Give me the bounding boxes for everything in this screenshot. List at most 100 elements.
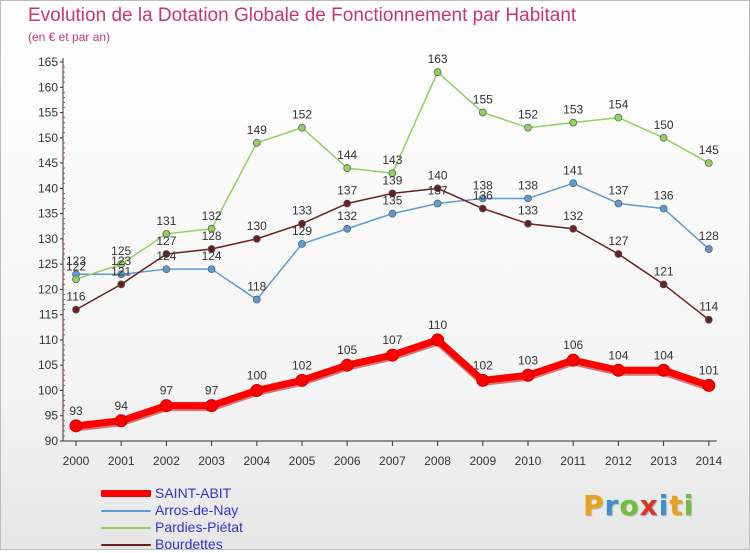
data-label: 129: [292, 224, 312, 238]
data-point: [659, 280, 668, 289]
data-point: [478, 204, 487, 213]
x-tick-label: 2005: [289, 454, 316, 468]
data-label: 123: [111, 254, 131, 268]
data-label: 130: [247, 219, 267, 233]
data-label: 124: [156, 249, 176, 263]
data-label: 131: [156, 214, 176, 228]
x-tick-label: 2002: [153, 454, 180, 468]
data-label: 143: [382, 153, 402, 167]
data-label: 152: [518, 108, 538, 122]
y-tick-label: 150: [38, 131, 58, 145]
x-tick-label: 2010: [515, 454, 542, 468]
data-point: [388, 189, 397, 198]
data-point: [614, 250, 623, 258]
data-point: [207, 265, 216, 274]
data-label: 163: [428, 52, 448, 66]
data-label: 155: [473, 93, 493, 107]
data-label: 127: [608, 234, 628, 248]
data-label: 100: [247, 368, 267, 382]
y-tick-label: 130: [38, 232, 58, 246]
x-tick-label: 2007: [379, 454, 406, 468]
data-point: [207, 245, 216, 253]
logo-letter: r: [604, 489, 620, 522]
legend-swatch: [101, 527, 151, 529]
data-point: [614, 199, 623, 208]
legend-label: Pardies-Piétat: [155, 519, 243, 535]
data-label: 139: [382, 173, 402, 187]
y-tick-label: 125: [38, 257, 58, 271]
chart-subtitle: (en € et par an): [28, 30, 111, 44]
data-point: [117, 270, 126, 279]
x-tick-label: 2013: [650, 454, 677, 468]
logo-letter: i: [658, 489, 670, 522]
data-point: [385, 348, 399, 362]
data-label: 123: [66, 254, 86, 268]
data-point: [614, 113, 623, 122]
data-label: 140: [428, 168, 448, 182]
data-point: [659, 133, 668, 142]
data-label: 145: [699, 143, 719, 157]
data-point: [343, 199, 352, 208]
data-point: [252, 295, 261, 304]
data-point: [159, 399, 173, 413]
data-label: 149: [247, 123, 267, 137]
data-point: [250, 383, 264, 397]
data-point: [704, 245, 713, 253]
data-label: 150: [654, 118, 674, 132]
legend-swatch: [101, 490, 151, 497]
data-point: [72, 275, 80, 284]
logo-letter: t: [669, 489, 684, 522]
data-point: [476, 373, 490, 387]
data-label: 136: [654, 189, 674, 203]
chart-title: Evolution de la Dotation Globale de Fonc…: [28, 5, 577, 26]
data-point: [702, 378, 716, 392]
x-tick-label: 2012: [605, 454, 632, 468]
data-point: [340, 358, 354, 372]
data-label: 127: [156, 234, 176, 248]
logo-letter: x: [639, 489, 659, 522]
data-point: [343, 224, 352, 233]
data-point: [704, 159, 713, 167]
data-label: 128: [699, 229, 719, 243]
x-tick-label: 2014: [695, 454, 722, 468]
data-point: [478, 194, 487, 203]
data-point: [521, 368, 535, 382]
data-label: 132: [563, 209, 583, 223]
legend-swatch: [101, 544, 151, 546]
y-tick-label: 145: [38, 156, 58, 170]
data-point: [72, 305, 80, 314]
x-tick-label: 2006: [334, 454, 361, 468]
data-label: 137: [608, 183, 628, 197]
data-label: 97: [160, 384, 174, 398]
data-label: 93: [69, 404, 83, 418]
data-point: [388, 169, 397, 178]
data-label: 106: [563, 338, 583, 352]
data-label: 97: [205, 384, 219, 398]
legend-label: Arros-de-Nay: [155, 502, 239, 518]
x-tick-label: 2001: [108, 454, 135, 468]
data-label: 107: [382, 333, 402, 347]
data-point: [569, 224, 578, 233]
data-label: 138: [473, 178, 493, 192]
data-label: 125: [111, 244, 131, 258]
data-label: 137: [428, 183, 448, 197]
data-label: 104: [608, 348, 628, 362]
data-label: 110: [428, 318, 447, 332]
x-tick-label: 2003: [198, 454, 225, 468]
proxiti-logo: Proxiti: [583, 489, 694, 522]
data-point: [569, 118, 578, 127]
data-point: [117, 280, 126, 289]
data-point: [114, 414, 128, 428]
x-tick-label: 2004: [243, 454, 270, 468]
y-tick-label: 120: [38, 282, 58, 296]
y-tick-label: 155: [38, 106, 58, 120]
data-point: [298, 240, 306, 248]
data-label: 104: [654, 348, 674, 362]
logo-letter: o: [619, 489, 640, 522]
data-label: 118: [247, 280, 266, 294]
logo-letter: P: [583, 489, 605, 522]
data-point: [162, 265, 171, 274]
logo-letter: i: [683, 489, 695, 522]
